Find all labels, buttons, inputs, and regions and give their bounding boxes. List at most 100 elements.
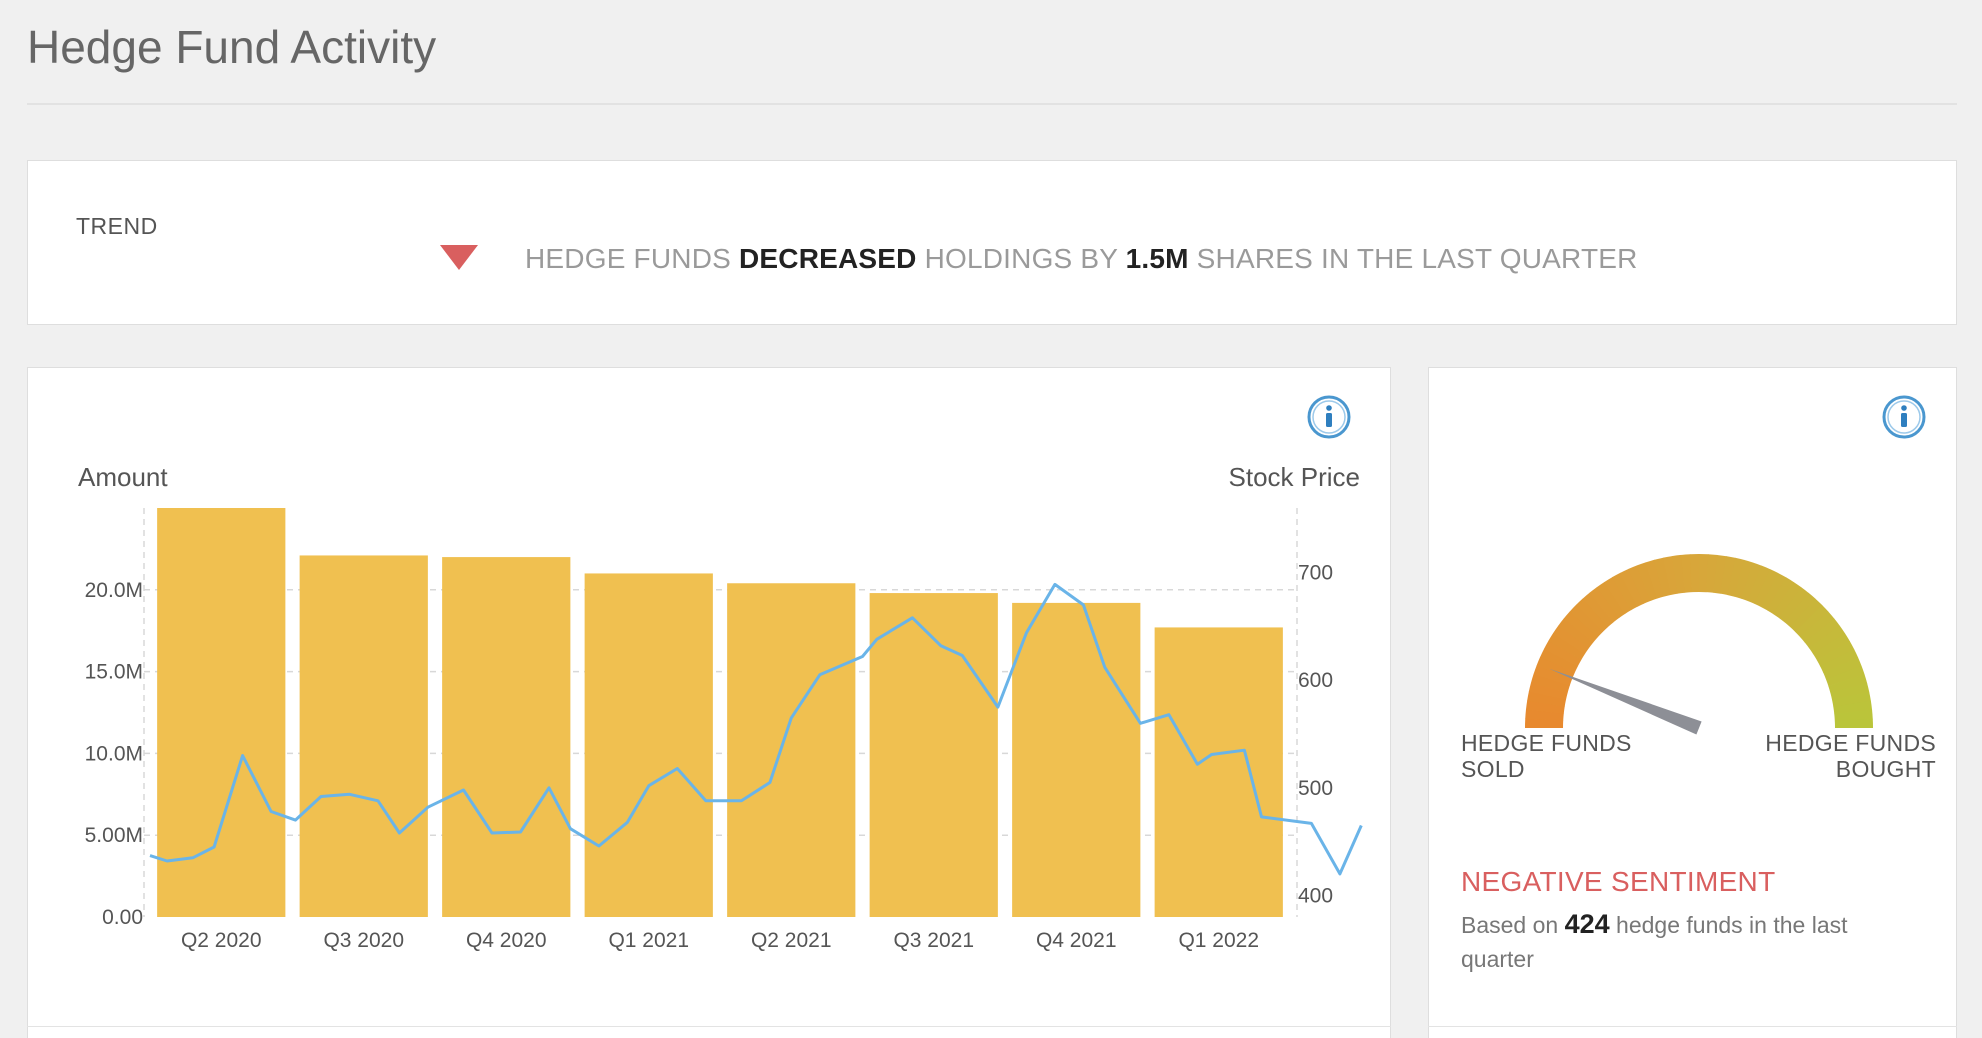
gauge-arc-segment [1812, 633, 1850, 661]
gauge-arc-segment [1804, 618, 1841, 649]
gauge-arc-segment [1680, 554, 1693, 593]
gauge-arc-segment [1789, 598, 1823, 633]
gauge-arc-segment [1645, 559, 1665, 599]
info-icon[interactable] [1307, 395, 1351, 439]
gauge-arc-segment [1713, 554, 1727, 594]
sentiment-gauge-card: HEDGE FUNDS SOLD HEDGE FUNDS BOUGHT NEGA… [1428, 367, 1957, 1038]
gauge-arc-segment [1553, 625, 1590, 655]
title-divider [27, 103, 1957, 105]
gauge-arc-segment [1772, 582, 1802, 619]
gauge-arc-segment [1563, 611, 1599, 643]
sentiment-label: NEGATIVE SENTIMENT [1461, 866, 1776, 897]
gauge-needle [1549, 668, 1702, 735]
x-axis-tick: Q2 2021 [751, 929, 832, 952]
trend-down-arrow-icon [440, 245, 478, 270]
gauge-arc-segment [1795, 604, 1829, 638]
right-axis-tick: 600 [1298, 669, 1333, 692]
trend-text-prefix: HEDGE FUNDS [525, 243, 739, 274]
trend-card: TREND HEDGE FUNDS DECREASED HOLDINGS BY … [27, 160, 1957, 325]
gauge-arc-segment [1808, 625, 1846, 655]
left-axis-tick: 0.00 [102, 906, 143, 929]
gauge-arc-segment [1833, 700, 1873, 715]
trend-amount: 1.5M [1125, 243, 1189, 274]
gauge-arc-segment [1543, 640, 1582, 667]
gauge-arc-segment [1828, 674, 1868, 694]
gauge-arc-segment [1530, 673, 1570, 693]
trend-label: TREND [76, 213, 158, 239]
gauge-label-bought: HEDGE FUNDS BOUGHT [1765, 730, 1936, 782]
basis-suffix: hedge funds in the last quarter [1461, 912, 1848, 972]
holdings-chart: Amount Stock Price 0.00 5.00M 10.0M 15.0M 20… [78, 462, 1363, 952]
gauge-arc-segment [1778, 587, 1809, 623]
gauge-arc-segment [1528, 682, 1568, 700]
gauge-arc-segment [1784, 592, 1816, 628]
gauge-label-bought-line1: HEDGE FUNDS [1765, 730, 1936, 756]
bar-q1-2022[interactable] [1154, 627, 1283, 917]
sentiment-gauge [1525, 554, 1874, 735]
right-axis-title: Stock Price [1229, 462, 1361, 492]
gauge-arc-segment [1832, 691, 1871, 708]
gauge-arc-segment [1720, 556, 1736, 596]
gauge-arc-segment [1636, 562, 1658, 602]
bar-q4-2020[interactable] [442, 557, 571, 917]
right-axis-tick: 400 [1298, 884, 1333, 907]
gauge-arc-segment [1525, 700, 1565, 714]
gauge-arc-segment [1705, 554, 1718, 593]
gauge-arc-segment [1569, 604, 1604, 638]
holdings-chart-card: Amount Stock Price 0.00 5.00M 10.0M 15.0M 20… [27, 367, 1391, 1038]
gauge-arc-segment [1830, 682, 1870, 701]
left-axis-title: Amount [78, 462, 168, 492]
gauge-arc-segment [1540, 648, 1579, 673]
bar-q3-2021[interactable] [869, 593, 998, 917]
x-axis-tick: Q2 2020 [181, 929, 262, 952]
x-axis-tick: Q4 2020 [466, 929, 547, 952]
gauge-arc-segment [1611, 572, 1638, 611]
info-icon[interactable] [1882, 395, 1926, 439]
gauge-arc-segment [1596, 581, 1626, 619]
left-axis-tick: 20.0M [85, 579, 143, 602]
trend-text-suffix: SHARES IN THE LAST QUARTER [1188, 243, 1638, 274]
right-axis-tick: 700 [1298, 562, 1333, 585]
left-axis-tick: 5.00M [85, 824, 143, 847]
gauge-arc-segment [1525, 709, 1564, 722]
left-axis-tick: 10.0M [85, 742, 143, 765]
right-axis-tick: 500 [1298, 777, 1333, 800]
gauge-arc-segment [1533, 665, 1573, 687]
bar-q1-2021[interactable] [584, 573, 713, 917]
x-axis-tick: Q4 2021 [1036, 929, 1117, 952]
sentiment-basis: Based on 424 hedge funds in the last qua… [1461, 907, 1901, 976]
bar-q3-2020[interactable] [299, 555, 428, 917]
gauge-arc-segment [1653, 557, 1672, 597]
gauge-label-sold: HEDGE FUNDS SOLD [1461, 730, 1632, 782]
bar-q2-2021[interactable] [727, 583, 856, 917]
gauge-label-sold-line2: SOLD [1461, 756, 1525, 782]
gauge-arc-segment [1825, 665, 1865, 687]
gauge-arc [1525, 554, 1874, 729]
trend-text-middle: HOLDINGS BY [916, 243, 1126, 274]
fund-count: 424 [1564, 909, 1610, 939]
gauge-arc-segment [1834, 709, 1873, 722]
gauge-arc-segment [1727, 557, 1745, 597]
trend-action: DECREASED [738, 243, 917, 274]
gauge-arc-segment [1734, 559, 1754, 599]
page-title: Hedge Fund Activity [27, 21, 437, 73]
left-axis-tick: 15.0M [85, 661, 143, 684]
gauge-arc-segment [1575, 598, 1609, 632]
trend-text: HEDGE FUNDS DECREASED HOLDINGS BY 1.5M S… [525, 243, 1638, 275]
bar-q2-2020[interactable] [157, 508, 286, 917]
gauge-arc-segment [1662, 556, 1679, 595]
gauge-arc-segment [1747, 565, 1771, 604]
gauge-arc-segment [1760, 572, 1787, 611]
gauge-arc-segment [1589, 586, 1620, 623]
gauge-arc-segment [1582, 592, 1614, 628]
bar-q4-2021[interactable] [1012, 602, 1141, 917]
gauge-arc-segment [1548, 632, 1586, 661]
gauge-arc-segment [1820, 649, 1859, 674]
gauge-arc-segment [1628, 565, 1651, 604]
gauge-arc-segment [1604, 577, 1632, 615]
x-axis-tick: Q3 2020 [323, 929, 404, 952]
gauge-arc-segment [1816, 640, 1855, 667]
gauge-arc-segment [1558, 618, 1594, 649]
basis-prefix: Based on [1461, 912, 1565, 938]
stock-price-line[interactable] [149, 582, 1363, 876]
